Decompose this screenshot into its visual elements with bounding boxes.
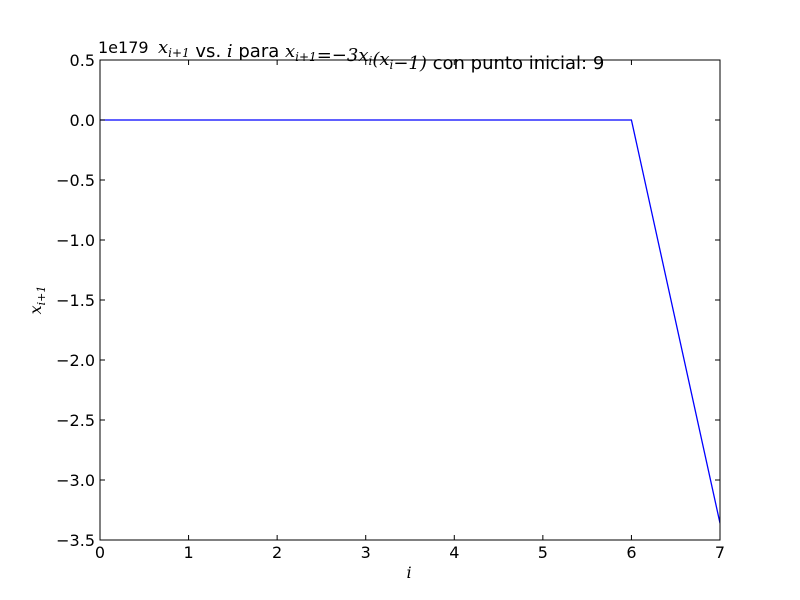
axes-frame xyxy=(99,59,721,541)
y-tick-label: −3.5 xyxy=(56,531,95,550)
x-tick-label: 5 xyxy=(538,543,548,562)
x-tick-label: 4 xyxy=(449,543,459,562)
title-part: x xyxy=(158,37,168,58)
x-tick-label: 2 xyxy=(272,543,282,562)
title-part: i+1 xyxy=(295,50,317,64)
x-tick-label: 0 xyxy=(95,543,105,562)
series-line xyxy=(100,119,720,524)
title-part: para xyxy=(233,41,285,62)
x-tick-label: 3 xyxy=(361,543,371,562)
y-tick-label: −0.5 xyxy=(56,171,95,190)
title-part: con punto inicial: 9 xyxy=(427,53,604,74)
x-tick-label: 7 xyxy=(715,543,725,562)
x-tick-label: 6 xyxy=(626,543,636,562)
title-part: i xyxy=(368,54,372,68)
title-part: =−3 xyxy=(317,45,359,66)
y-tick-label: −2.5 xyxy=(56,411,95,430)
y-tick-label: 0.5 xyxy=(70,51,95,70)
title-part: x xyxy=(358,45,368,66)
title-part: vs. xyxy=(190,41,227,62)
y-axis-label-sub: i+1 xyxy=(35,286,48,306)
y-axis-label: xi+1 xyxy=(26,286,48,315)
plot-area: 0 1 2 3 4 5 6 7 0.5 0.0 −0.5 −1.0 −1.5 −2.0 −2.5 −3.0 −3… xyxy=(56,51,725,562)
y-axis-label-main: x xyxy=(26,305,45,314)
y-offset-label: 1e179 xyxy=(98,38,149,57)
x-tick-label: 1 xyxy=(183,543,193,562)
y-tick-label: −1.5 xyxy=(56,291,95,310)
title-part: x xyxy=(285,41,295,62)
y-tick-label: −3.0 xyxy=(56,471,95,490)
x-axis-label: i xyxy=(406,563,411,582)
y-tick-label: 0.0 xyxy=(70,111,95,130)
title-part: i+1 xyxy=(168,46,190,60)
title-part: −1) xyxy=(393,53,427,74)
y-tick-label: −2.0 xyxy=(56,351,95,370)
title-part: i xyxy=(227,41,233,62)
title-part: i xyxy=(390,58,394,72)
y-tick-label: −1.0 xyxy=(56,231,95,250)
chart-title: xi+1 vs. i para xi+1=−3xi(xi−1) con punt… xyxy=(158,37,604,74)
